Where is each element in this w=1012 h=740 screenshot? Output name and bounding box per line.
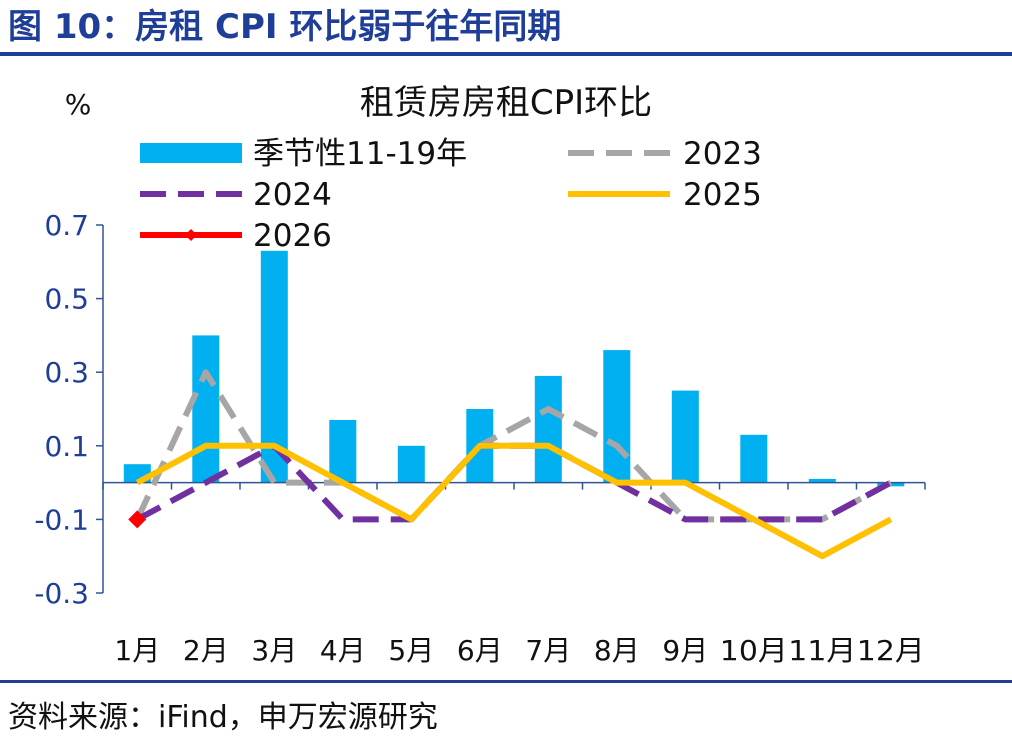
y-unit-label: % [65, 88, 92, 121]
bar-11 [808, 478, 836, 483]
legend-marker-2026 [185, 229, 197, 241]
x-tick-label: 6月 [457, 634, 503, 667]
bar-10 [740, 434, 768, 483]
y-tick-label: -0.1 [34, 503, 89, 536]
x-tick-label: 8月 [594, 634, 640, 667]
x-tick-label: 1月 [114, 634, 160, 667]
y-tick-label: 0.3 [44, 356, 89, 389]
y-tick-label: 0.7 [44, 209, 89, 242]
bar-2 [192, 335, 220, 483]
x-tick-label: 3月 [251, 634, 297, 667]
x-tick-label: 11月 [788, 634, 856, 667]
x-tick-label: 9月 [662, 634, 708, 667]
x-tick-label: 10月 [720, 634, 788, 667]
bar-9 [671, 390, 699, 483]
legend-label: 季节性11-19年 [253, 136, 467, 172]
bar-7 [534, 375, 562, 483]
legend-label: 2024 [253, 177, 332, 213]
chart-title: 租赁房房租CPI环比 [360, 83, 652, 123]
y-tick-labels: 0.7 0.5 0.3 0.1 -0.1 -0.3 [34, 209, 89, 610]
bar-series [123, 250, 905, 487]
x-tick-label: 7月 [525, 634, 571, 667]
x-tick-labels: 1月 2月 3月 4月 5月 6月 7月 8月 9月 10月 11月 12月 [114, 634, 924, 667]
x-tick-label: 2月 [183, 634, 229, 667]
x-tick-label: 5月 [388, 634, 434, 667]
axes [96, 224, 926, 594]
x-tick-label: 12月 [857, 634, 925, 667]
top-rule [0, 52, 1012, 56]
bar-5 [397, 445, 425, 483]
legend-label: 2026 [253, 218, 332, 254]
chart-area: 租赁房房租CPI环比 % 季节性11-19年 2023 2024 2025 2026 0… [34, 83, 926, 667]
y-tick-label: -0.3 [34, 577, 89, 610]
figure-title: 图 10：房租 CPI 环比弱于往年同期 [8, 7, 562, 47]
series-marker-2026 [128, 510, 147, 529]
series-line-2025 [135, 442, 893, 560]
legend-label: 2023 [683, 136, 762, 172]
legend: 季节性11-19年 2023 2024 2025 2026 [140, 136, 762, 254]
x-tick-label: 4月 [320, 634, 366, 667]
legend-label: 2025 [683, 177, 762, 213]
y-tick-label: 0.1 [44, 430, 89, 463]
line-series [128, 369, 893, 560]
y-tick-label: 0.5 [44, 283, 89, 316]
legend-swatch-bar [140, 143, 242, 163]
bottom-rule [0, 680, 1012, 683]
bar-8 [603, 350, 631, 483]
bar-4 [329, 420, 357, 483]
source-note: 资料来源：iFind，申万宏源研究 [8, 700, 438, 735]
